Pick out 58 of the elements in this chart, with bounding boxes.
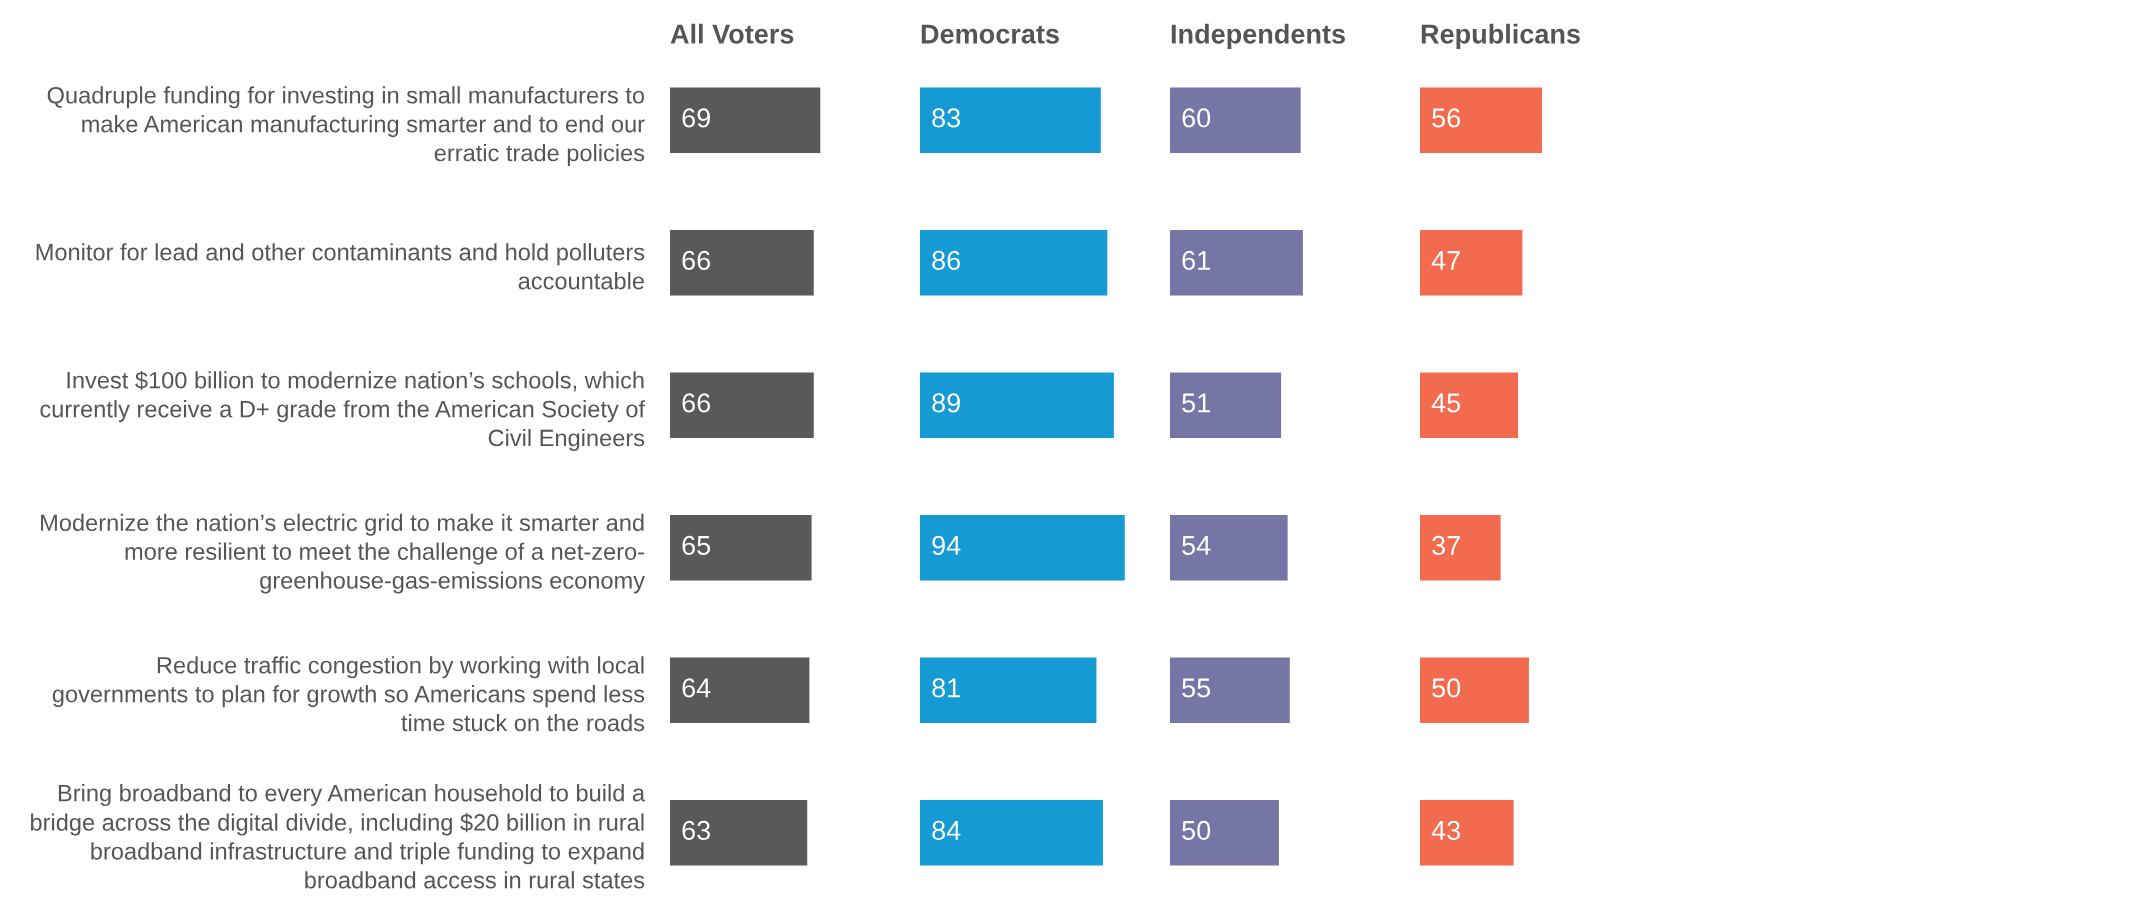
data-label: 56: [1432, 108, 1461, 128]
data-label: 94: [932, 535, 961, 556]
bar: [1420, 229, 1523, 296]
bar: [670, 229, 814, 296]
bar: [1420, 372, 1519, 439]
y-tick-label: Invest $100 billion to modernize nation’s schools, which currently receive a D+ grade from the American Society of Civil Engineers: [40, 370, 646, 451]
data-label: 47: [1431, 251, 1460, 270]
bar: [1170, 514, 1288, 581]
y-tick-label: Modernize the nation’s electric grid to make it smarter and more resilient to meet the challenge of a net-zero- greenhouse-gas-emissions economy: [41, 513, 645, 594]
data-label: 86: [932, 250, 961, 271]
bar: [1420, 799, 1514, 866]
data-label: 83: [932, 108, 961, 128]
data-label: 50: [1432, 678, 1461, 698]
bar: [670, 87, 821, 154]
chart-title: All Voters: [670, 23, 794, 44]
bar: [1170, 229, 1303, 296]
bar: [1170, 799, 1279, 866]
data-label: 65: [682, 535, 711, 556]
y-tick-label: Bring broadband to every American household to build a bridge across the digital divide, including $20 billion in rural broadband infrastructure and triple funding to expand broadband access in rural states: [31, 784, 646, 889]
y-tick-label: Reduce traffic congestion by working with local governments to plan for growth so Americans spend less time stuck on the roads: [52, 656, 645, 732]
data-label: 61: [1182, 250, 1210, 271]
bar: [670, 514, 812, 581]
data-label: 84: [932, 820, 961, 841]
chart-title: Republicans: [1421, 23, 1580, 49]
data-label: 55: [1182, 678, 1211, 698]
bar: [1170, 657, 1290, 724]
bar: [920, 372, 1114, 439]
data-label: 51: [1182, 393, 1210, 413]
data-label: 60: [1182, 108, 1211, 128]
bar: [1420, 514, 1501, 581]
data-label: 50: [1182, 820, 1211, 841]
bar: [670, 799, 808, 866]
y-tick-label: Monitor for lead and other contaminants and hold polluters accountable: [36, 243, 645, 290]
bar: [1170, 87, 1301, 154]
bar: [670, 657, 810, 724]
chart-title: Independents: [1171, 23, 1345, 49]
bar: [1420, 657, 1529, 724]
bar: [920, 657, 1097, 724]
data-label: 45: [1431, 393, 1461, 413]
data-label: 37: [1432, 535, 1460, 556]
data-label: 81: [932, 678, 960, 698]
bar: [670, 372, 814, 439]
data-label: 54: [1182, 536, 1211, 556]
bar: [920, 87, 1101, 154]
data-label: 63: [682, 820, 711, 841]
bar: [1420, 87, 1542, 154]
bar: [920, 229, 1108, 296]
data-label: 89: [932, 393, 960, 413]
data-label: 69: [682, 108, 710, 128]
data-label: 66: [682, 393, 711, 413]
data-label: 66: [682, 250, 711, 271]
data-label: 43: [1431, 820, 1461, 841]
bar: [920, 514, 1125, 581]
data-label: 64: [682, 678, 711, 698]
chart-title: Democrats: [921, 24, 1059, 44]
bar: [1170, 372, 1282, 439]
y-tick-label: Quadruple funding for investing in small manufacturers to make American manufacturing smarter and to end our erratic trade policies: [47, 86, 645, 166]
bar: [920, 799, 1103, 866]
